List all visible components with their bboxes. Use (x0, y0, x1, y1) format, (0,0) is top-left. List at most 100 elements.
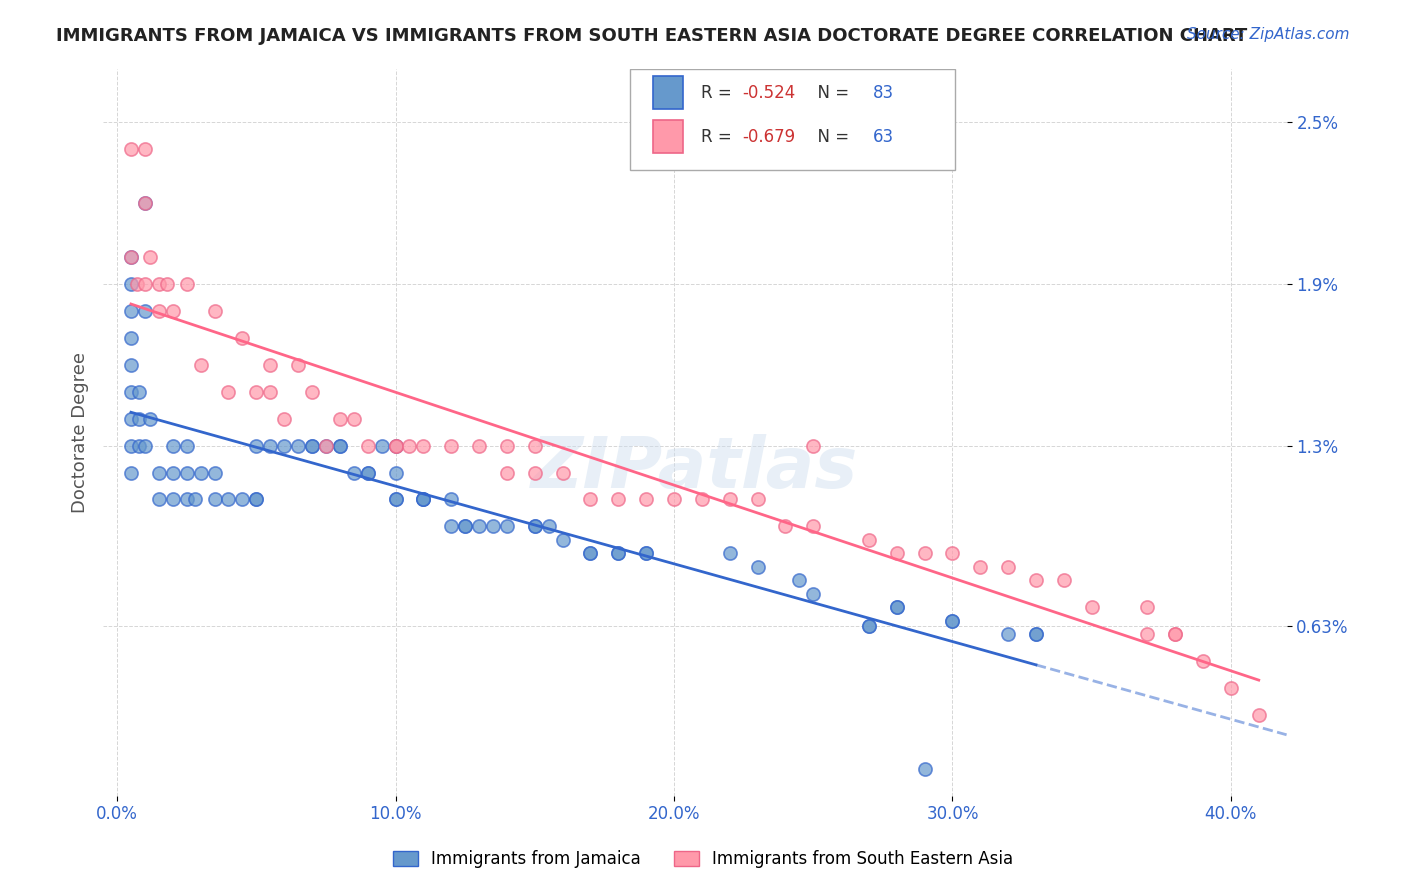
Immigrants from South Eastern Asia (134, 277, 156, 291)
Immigrants from Jamaica (914, 762, 936, 776)
Immigrants from Jamaica (384, 439, 406, 453)
Immigrants from Jamaica (468, 519, 491, 533)
Immigrants from Jamaica (148, 492, 170, 507)
Immigrants from Jamaica (128, 411, 150, 425)
Immigrants from South Eastern Asia (156, 277, 179, 291)
Immigrants from Jamaica (128, 439, 150, 453)
Text: ZIPatlas: ZIPatlas (531, 434, 859, 503)
Immigrants from South Eastern Asia (1247, 708, 1270, 723)
Immigrants from South Eastern Asia (217, 384, 239, 399)
Immigrants from Jamaica (579, 546, 602, 560)
Immigrants from South Eastern Asia (259, 384, 281, 399)
Immigrants from South Eastern Asia (259, 358, 281, 372)
Immigrants from South Eastern Asia (1080, 600, 1102, 615)
Immigrants from Jamaica (858, 619, 880, 633)
Immigrants from Jamaica (134, 196, 156, 211)
Immigrants from South Eastern Asia (690, 492, 713, 507)
Legend: Immigrants from Jamaica, Immigrants from South Eastern Asia: Immigrants from Jamaica, Immigrants from… (385, 844, 1021, 875)
Text: 83: 83 (872, 84, 893, 102)
Immigrants from Jamaica (997, 627, 1019, 641)
Immigrants from Jamaica (273, 439, 295, 453)
Text: N =: N = (807, 128, 855, 145)
Immigrants from Jamaica (134, 439, 156, 453)
Immigrants from South Eastern Asia (914, 546, 936, 560)
Immigrants from Jamaica (120, 277, 142, 291)
Immigrants from South Eastern Asia (125, 277, 148, 291)
Immigrants from Jamaica (747, 559, 769, 574)
Immigrants from Jamaica (886, 600, 908, 615)
Immigrants from South Eastern Asia (801, 519, 824, 533)
Immigrants from Jamaica (176, 466, 198, 480)
Immigrants from South Eastern Asia (1164, 627, 1187, 641)
Immigrants from South Eastern Asia (231, 331, 253, 345)
Immigrants from Jamaica (120, 439, 142, 453)
Immigrants from South Eastern Asia (343, 411, 366, 425)
Text: Source: ZipAtlas.com: Source: ZipAtlas.com (1187, 27, 1350, 42)
Immigrants from Jamaica (607, 546, 630, 560)
Immigrants from Jamaica (287, 439, 309, 453)
Immigrants from South Eastern Asia (775, 519, 797, 533)
Immigrants from South Eastern Asia (384, 439, 406, 453)
Immigrants from Jamaica (217, 492, 239, 507)
Immigrants from South Eastern Asia (301, 384, 323, 399)
Immigrants from Jamaica (941, 614, 963, 628)
Immigrants from South Eastern Asia (997, 559, 1019, 574)
Immigrants from South Eastern Asia (412, 439, 434, 453)
Immigrants from Jamaica (329, 439, 352, 453)
Immigrants from Jamaica (482, 519, 505, 533)
FancyBboxPatch shape (654, 120, 683, 153)
Immigrants from Jamaica (120, 304, 142, 318)
Immigrants from South Eastern Asia (329, 411, 352, 425)
Immigrants from Jamaica (120, 331, 142, 345)
Immigrants from South Eastern Asia (440, 439, 463, 453)
Immigrants from Jamaica (636, 546, 658, 560)
Immigrants from South Eastern Asia (747, 492, 769, 507)
Immigrants from Jamaica (162, 439, 184, 453)
Immigrants from South Eastern Asia (287, 358, 309, 372)
Immigrants from Jamaica (941, 614, 963, 628)
Immigrants from Jamaica (120, 466, 142, 480)
Text: N =: N = (807, 84, 855, 102)
Immigrants from South Eastern Asia (1164, 627, 1187, 641)
Immigrants from South Eastern Asia (969, 559, 991, 574)
Immigrants from Jamaica (370, 439, 392, 453)
Immigrants from Jamaica (718, 546, 741, 560)
Immigrants from South Eastern Asia (718, 492, 741, 507)
Immigrants from South Eastern Asia (176, 277, 198, 291)
Immigrants from South Eastern Asia (204, 304, 226, 318)
Immigrants from Jamaica (801, 587, 824, 601)
Immigrants from South Eastern Asia (134, 142, 156, 156)
Immigrants from South Eastern Asia (579, 492, 602, 507)
Immigrants from South Eastern Asia (551, 466, 574, 480)
Immigrants from South Eastern Asia (384, 439, 406, 453)
Immigrants from South Eastern Asia (662, 492, 685, 507)
Immigrants from South Eastern Asia (273, 411, 295, 425)
Immigrants from South Eastern Asia (356, 439, 378, 453)
Immigrants from Jamaica (440, 519, 463, 533)
Immigrants from South Eastern Asia (801, 439, 824, 453)
Immigrants from South Eastern Asia (398, 439, 420, 453)
Immigrants from Jamaica (315, 439, 337, 453)
Immigrants from Jamaica (343, 466, 366, 480)
Immigrants from Jamaica (329, 439, 352, 453)
Immigrants from Jamaica (231, 492, 253, 507)
Text: -0.679: -0.679 (742, 128, 796, 145)
Immigrants from South Eastern Asia (134, 196, 156, 211)
Immigrants from Jamaica (120, 250, 142, 264)
Immigrants from Jamaica (356, 466, 378, 480)
Immigrants from Jamaica (1025, 627, 1047, 641)
Immigrants from Jamaica (162, 466, 184, 480)
Immigrants from South Eastern Asia (1136, 600, 1159, 615)
Immigrants from Jamaica (454, 519, 477, 533)
Immigrants from Jamaica (120, 358, 142, 372)
Immigrants from South Eastern Asia (1053, 574, 1076, 588)
Immigrants from Jamaica (204, 492, 226, 507)
Y-axis label: Doctorate Degree: Doctorate Degree (72, 351, 89, 513)
Immigrants from Jamaica (245, 492, 267, 507)
Immigrants from Jamaica (551, 533, 574, 547)
FancyBboxPatch shape (630, 69, 955, 170)
Immigrants from Jamaica (148, 466, 170, 480)
Immigrants from Jamaica (412, 492, 434, 507)
FancyBboxPatch shape (654, 76, 683, 109)
Immigrants from Jamaica (454, 519, 477, 533)
